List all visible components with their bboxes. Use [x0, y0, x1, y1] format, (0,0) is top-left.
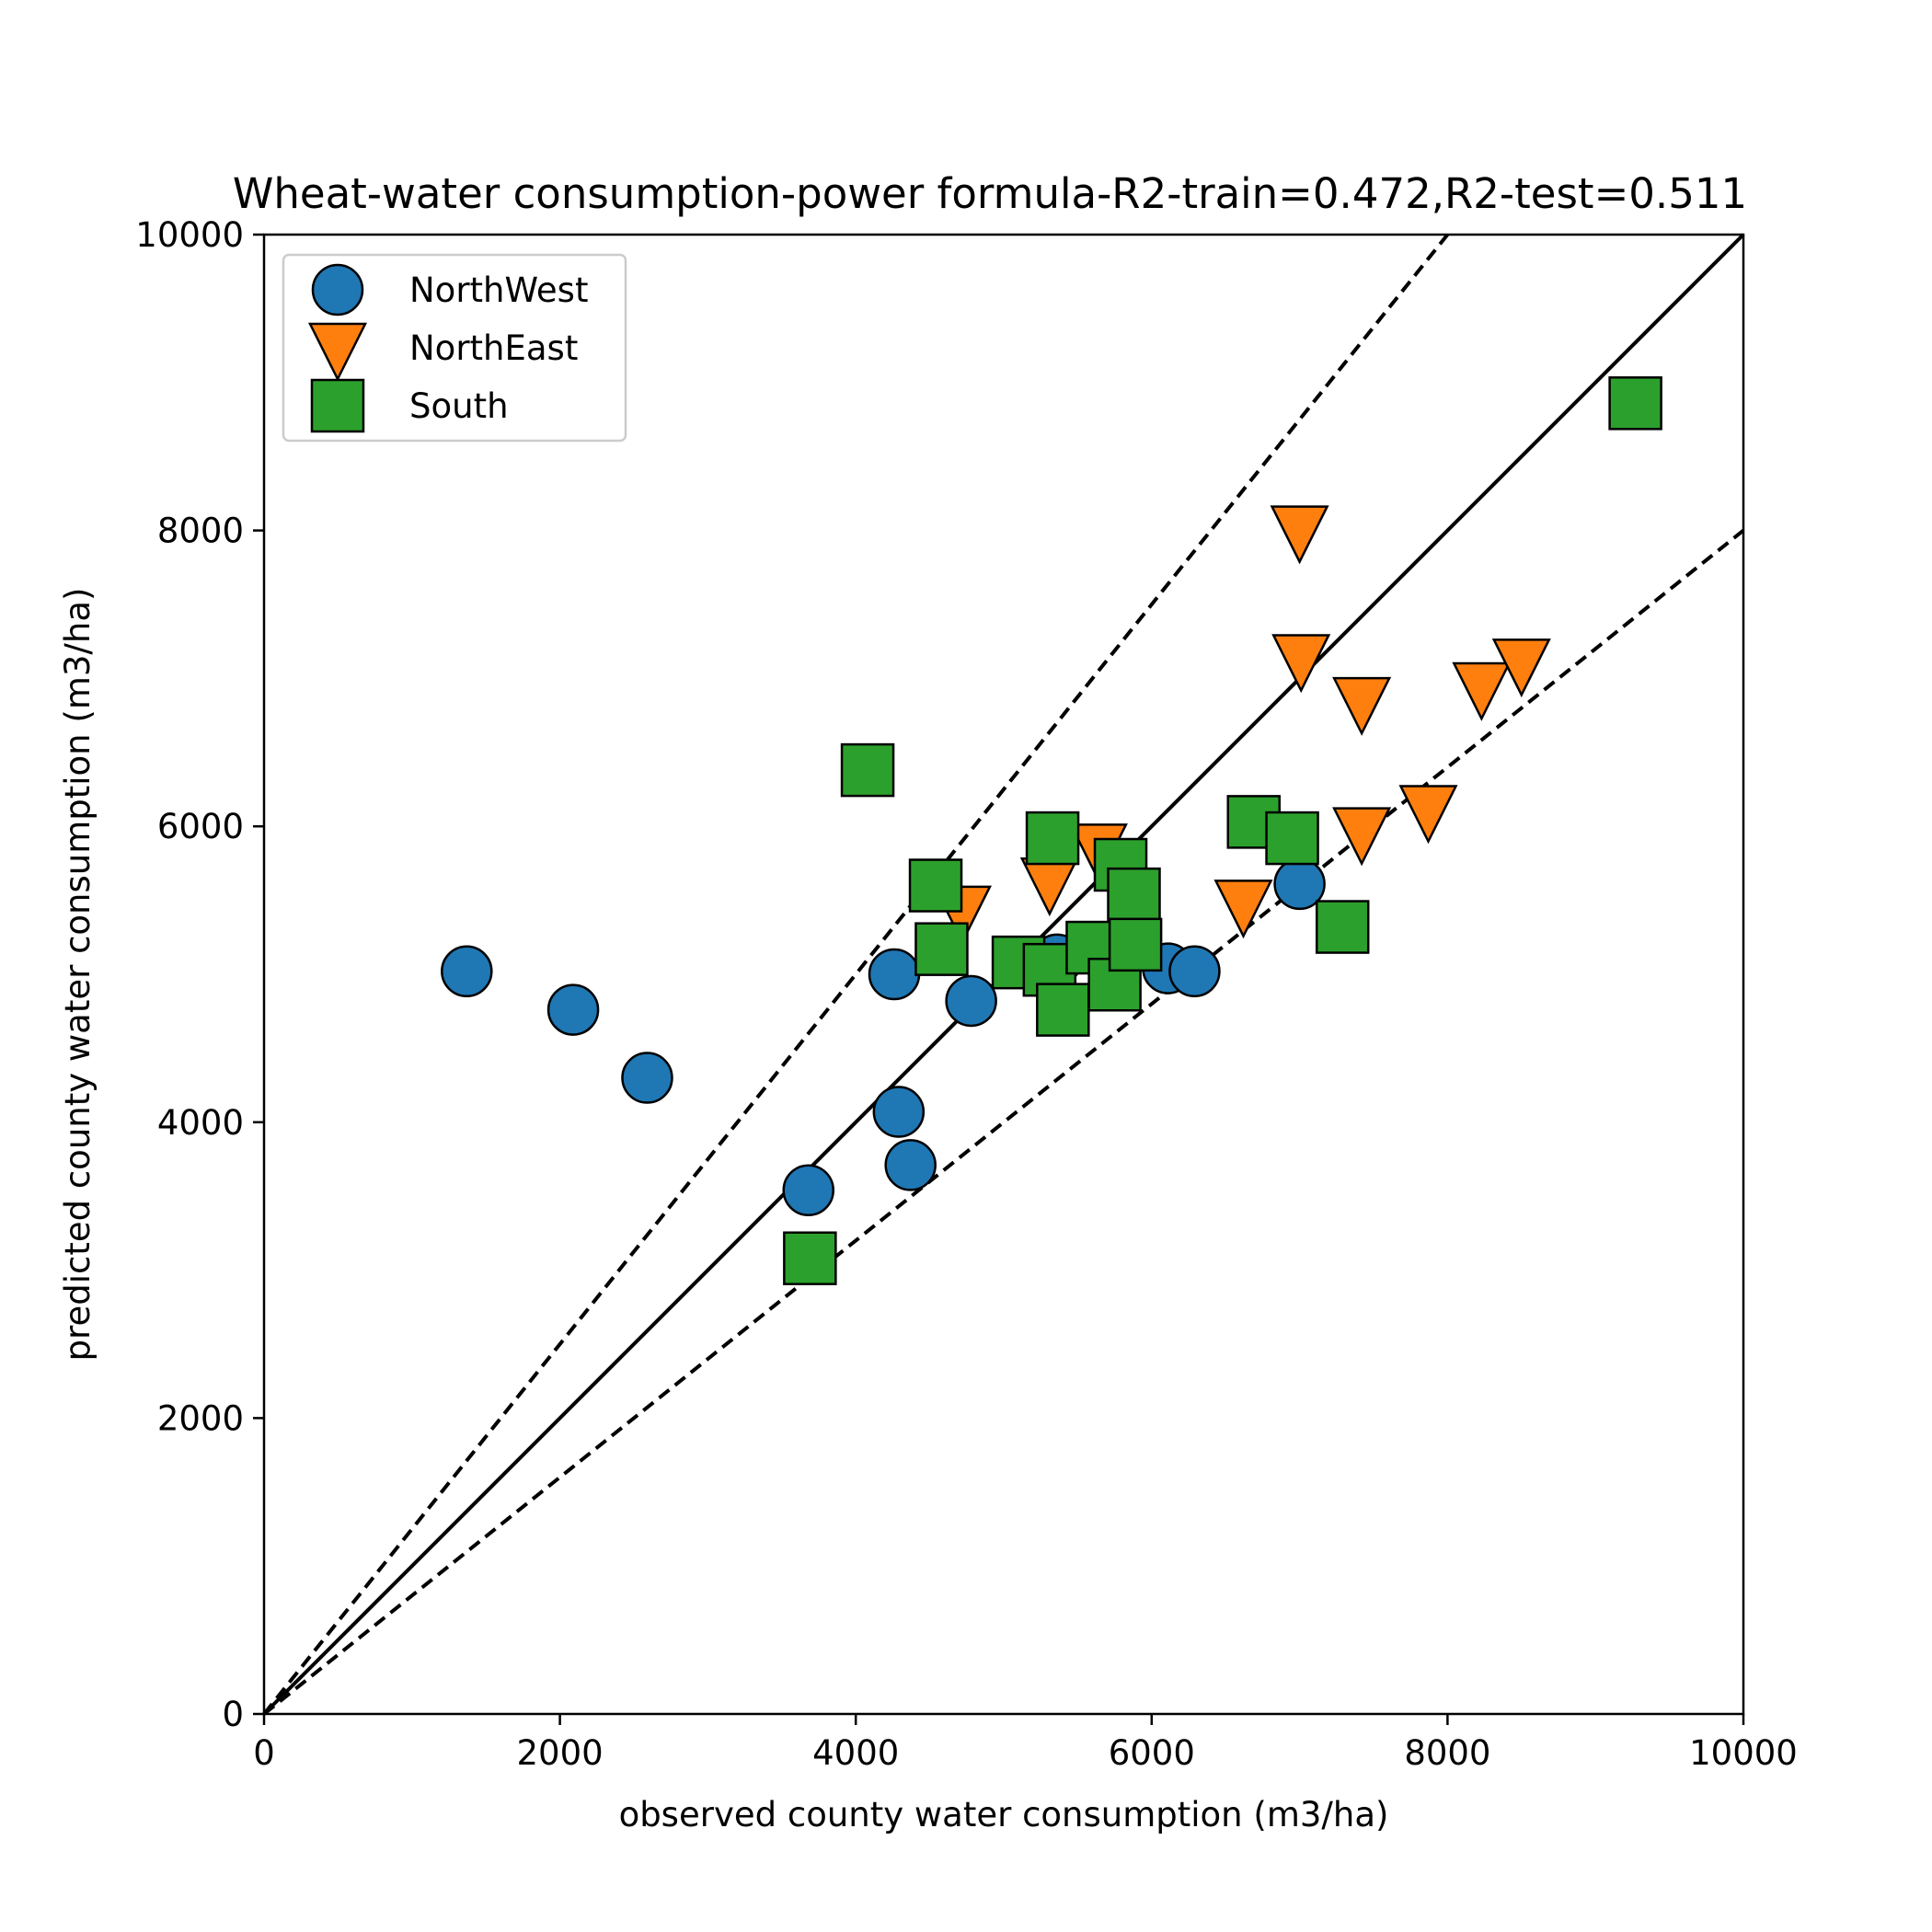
data-point-south — [1608, 376, 1662, 431]
chart-title: Wheat-water consumption-power formula-R2… — [233, 169, 1747, 218]
y-axis-label: predicted county water consumption (m3/h… — [58, 588, 98, 1362]
y-axis-ticks: 0 2000 4000 6000 8000 10000 — [135, 215, 264, 1734]
data-point-south — [1036, 983, 1090, 1037]
series-south — [783, 376, 1662, 1285]
y-tick-label: 0 — [222, 1695, 244, 1734]
data-point-northeast — [1491, 638, 1551, 698]
data-point-northwest — [872, 1086, 926, 1138]
data-point-south — [1108, 917, 1163, 972]
data-point-northwest — [621, 1052, 673, 1104]
data-point-northeast — [1332, 807, 1392, 867]
data-point-south — [1107, 867, 1161, 922]
data-point-northwest — [546, 983, 600, 1036]
y-tick-label: 6000 — [157, 807, 244, 846]
legend-box — [282, 253, 627, 443]
legend-label-northeast: NorthEast — [409, 328, 578, 368]
y-tick-label: 10000 — [135, 215, 244, 255]
x-tick-label: 8000 — [1404, 1733, 1490, 1773]
data-point-south — [1315, 900, 1370, 954]
x-tick-label: 4000 — [812, 1733, 899, 1773]
data-point-south — [914, 922, 969, 976]
x-tick-label: 0 — [253, 1733, 275, 1773]
data-point-south — [783, 1231, 837, 1285]
legend-marker-northeast — [307, 322, 368, 382]
legend-marker-northwest — [311, 263, 364, 316]
data-point-northeast — [1398, 785, 1458, 845]
data-point-northwest — [1168, 945, 1221, 998]
y-tick-label: 8000 — [157, 512, 244, 551]
data-point-northwest — [884, 1139, 937, 1191]
data-point-south — [908, 858, 963, 913]
data-point-northeast — [1452, 661, 1512, 721]
data-point-northwest — [782, 1164, 834, 1217]
data-point-south — [1265, 811, 1319, 866]
data-point-south — [1025, 811, 1080, 866]
data-point-northeast — [1270, 505, 1329, 565]
legend-label-northwest: NorthWest — [409, 270, 588, 310]
legend-label-south: South — [409, 386, 509, 426]
data-point-south — [840, 742, 895, 798]
data-point-northeast — [1332, 676, 1392, 736]
plot-frame — [262, 233, 1745, 1716]
x-axis-label: observed county water consumption (m3/ha… — [619, 1795, 1389, 1834]
data-point-northwest — [868, 948, 921, 1001]
data-point-northeast — [1271, 634, 1331, 694]
y-tick-label: 4000 — [157, 1103, 244, 1143]
legend: NorthWest NorthEast South — [282, 253, 627, 443]
data-point-northwest — [945, 974, 997, 1028]
y-tick-label: 2000 — [157, 1398, 244, 1438]
reference-line-3 — [262, 529, 1745, 1716]
x-tick-label: 6000 — [1109, 1733, 1195, 1773]
data-point-northwest — [441, 945, 493, 998]
legend-marker-south — [310, 378, 365, 433]
data-points — [441, 376, 1662, 1285]
x-tick-label: 10000 — [1689, 1733, 1798, 1773]
x-axis-ticks: 0 2000 4000 6000 8000 10000 — [253, 1714, 1798, 1773]
data-point-northeast — [1213, 880, 1273, 939]
reference-line-2 — [262, 233, 1449, 1716]
x-tick-label: 2000 — [517, 1733, 604, 1773]
